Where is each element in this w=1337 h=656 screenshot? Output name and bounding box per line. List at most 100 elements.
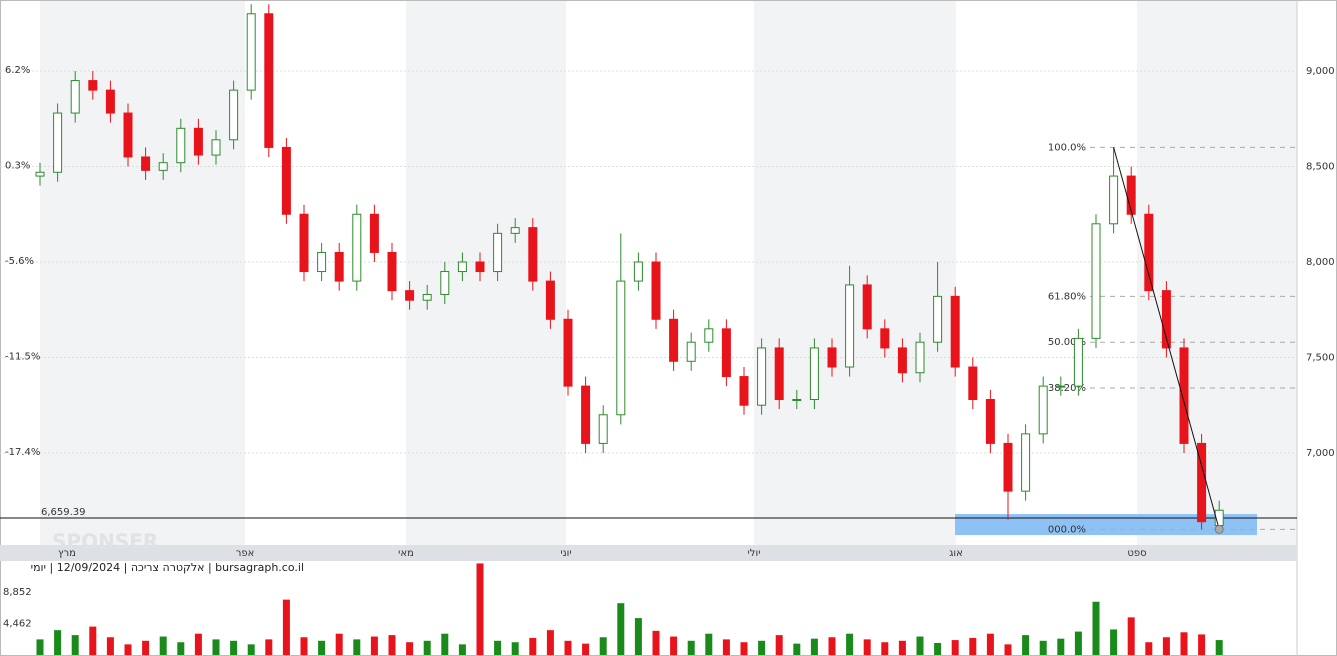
- volume-bar: [705, 633, 713, 655]
- y2-tick-label: -11.5%: [5, 352, 40, 363]
- volume-bar: [546, 630, 554, 655]
- month-strip: [0, 545, 1297, 561]
- volume-bar: [265, 639, 273, 655]
- volume-bar: [775, 635, 783, 655]
- volume-bar: [89, 626, 97, 655]
- volume-bar: [1074, 631, 1082, 655]
- candle-body: [493, 232, 503, 273]
- candle-body: [581, 385, 591, 444]
- volume-bar: [1145, 642, 1153, 655]
- y2-tick-label: 6.2%: [5, 65, 30, 76]
- volume-tick-label: 8,852: [3, 587, 32, 598]
- month-band: [406, 0, 566, 545]
- candle-body: [88, 80, 98, 91]
- candle-body: [985, 398, 995, 444]
- candle-body: [1021, 433, 1031, 492]
- candle-body: [739, 376, 749, 406]
- volume-bar: [916, 636, 924, 655]
- candle-body: [721, 328, 731, 378]
- volume-bar: [1162, 637, 1170, 655]
- last-price-label: 6,659.39: [41, 507, 86, 518]
- volume-bar: [670, 636, 678, 655]
- volume-bar: [318, 640, 326, 655]
- volume-bar: [212, 639, 220, 655]
- candle-body: [880, 328, 890, 349]
- month-band: [1137, 0, 1297, 545]
- volume-bar: [564, 640, 572, 655]
- volume-bar: [124, 644, 132, 655]
- fib-label: 000.0%: [1048, 524, 1086, 535]
- volume-bar: [529, 637, 537, 655]
- candle-body: [651, 261, 661, 320]
- volume-bar: [388, 635, 396, 655]
- candle-body: [1073, 337, 1083, 387]
- volume-bar: [300, 637, 308, 655]
- highlight-zone: [955, 514, 1257, 536]
- y2-tick-label: 0.3%: [5, 161, 30, 172]
- caption: bursagraph.co.il | אלקטרה צריכה | 12/09/…: [30, 561, 304, 574]
- candle-body: [1003, 442, 1013, 492]
- candle-body: [897, 347, 907, 374]
- candle-body: [352, 213, 362, 282]
- volume-bar: [71, 635, 79, 655]
- volume-bar: [722, 639, 730, 655]
- candle-body: [616, 280, 626, 416]
- candle-body: [70, 80, 80, 114]
- volume-bar: [652, 630, 660, 655]
- candle-body: [845, 284, 855, 368]
- volume-bar: [793, 643, 801, 655]
- candle-body: [1179, 347, 1189, 444]
- y-tick-label: 7,500: [1306, 352, 1335, 363]
- volume-bar: [599, 637, 607, 655]
- volume-bar: [406, 642, 414, 655]
- month-label: מאי: [398, 548, 414, 559]
- volume-bar: [247, 644, 255, 655]
- candle-body: [774, 347, 784, 400]
- volume-bar: [969, 637, 977, 655]
- candle-body: [757, 347, 767, 406]
- end-marker: [1214, 524, 1224, 534]
- candle-body: [510, 227, 520, 234]
- month-label: אפר: [236, 548, 255, 559]
- volume-bar: [1180, 632, 1188, 655]
- candle-body: [915, 341, 925, 374]
- candle-body: [827, 347, 837, 368]
- candle-body: [1197, 442, 1207, 523]
- candle-body: [334, 251, 344, 282]
- month-band: [754, 0, 956, 545]
- fib-label: 100.0%: [1048, 142, 1086, 153]
- candle-body: [123, 112, 133, 158]
- trend-line: [1113, 147, 1220, 530]
- volume-bar: [476, 563, 484, 655]
- watermark: SPONSER: [52, 530, 158, 554]
- candle-body: [933, 295, 943, 343]
- volume-bar: [617, 603, 625, 655]
- volume-bar: [1215, 640, 1223, 655]
- candle-body: [1109, 175, 1119, 225]
- volume-bar: [177, 642, 185, 655]
- volume-bar: [863, 639, 871, 655]
- month-bands: [40, 0, 1297, 545]
- volume-bar: [282, 599, 290, 655]
- y-tick-label: 8,500: [1306, 162, 1335, 173]
- volume-bar: [740, 642, 748, 655]
- candle-body: [53, 112, 63, 173]
- volume-bar: [758, 640, 766, 655]
- candle-body: [809, 347, 819, 400]
- candle-body: [281, 146, 291, 215]
- month-label: יוני: [560, 548, 571, 559]
- volume-bar: [810, 638, 818, 655]
- candle-body: [422, 293, 432, 301]
- candle-body: [369, 213, 379, 253]
- candle-body: [862, 284, 872, 330]
- y2-tick-label: -5.6%: [5, 256, 34, 267]
- volume-bar: [1022, 635, 1030, 655]
- volume-bar: [494, 640, 502, 655]
- volume-bar: [36, 639, 44, 655]
- candle-body: [598, 414, 608, 444]
- volume-bar: [1127, 617, 1135, 655]
- candle-body: [105, 89, 115, 114]
- volume-bar: [986, 633, 994, 655]
- candle-body: [1091, 223, 1101, 339]
- fib-label: 38.20%: [1048, 383, 1086, 394]
